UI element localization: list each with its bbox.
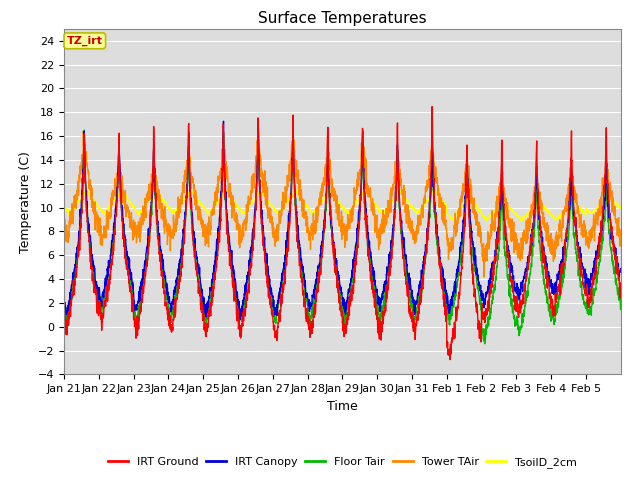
Title: Surface Temperatures: Surface Temperatures (258, 11, 427, 26)
Legend: IRT Ground, IRT Canopy, Floor Tair, Tower TAir, TsoilD_2cm: IRT Ground, IRT Canopy, Floor Tair, Towe… (103, 453, 582, 472)
Text: TZ_irt: TZ_irt (67, 36, 103, 46)
X-axis label: Time: Time (327, 400, 358, 413)
Y-axis label: Temperature (C): Temperature (C) (19, 151, 32, 252)
